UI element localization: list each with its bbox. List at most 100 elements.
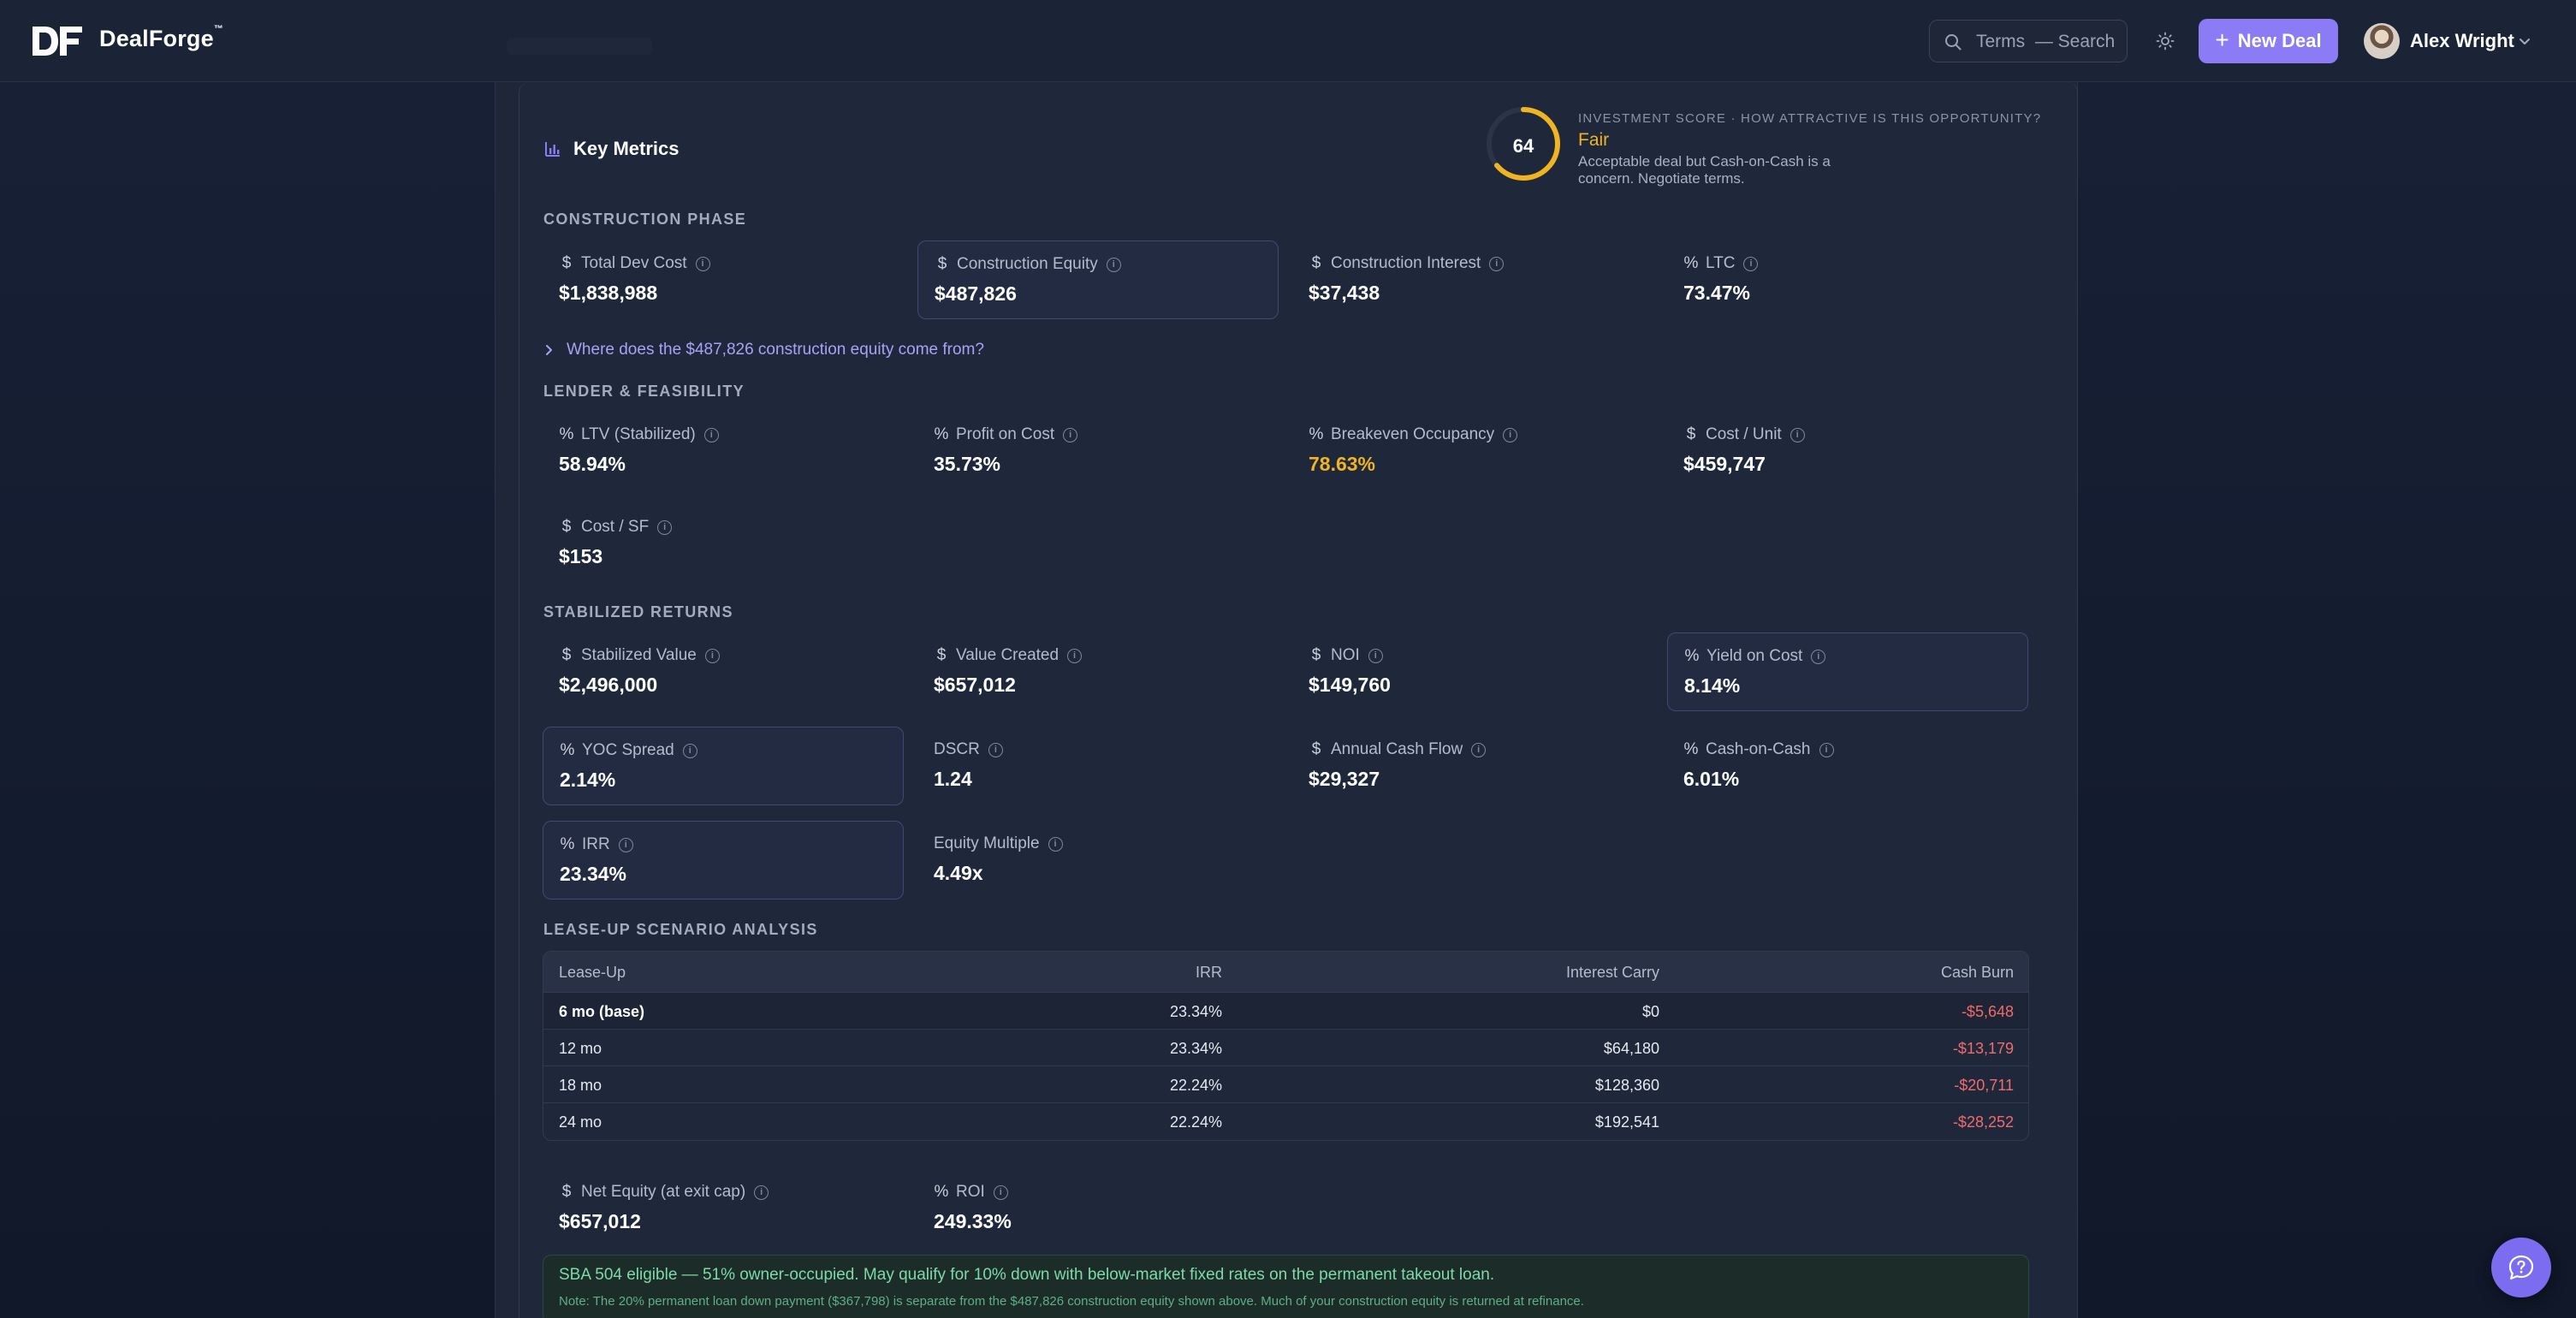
percent-icon: % [1683,740,1699,758]
dollar-icon: $ [1311,740,1321,758]
metric-label: ROI [956,1183,985,1201]
table-header-row: Lease-Up IRR Interest Carry Cash Burn [543,952,2028,992]
chevron-down-icon[interactable] [2516,33,2533,50]
info-icon[interactable]: i [1790,427,1805,442]
metric-construction-equity: $ Construction Equity i $487,826 [917,240,1279,319]
cell-irr: 22.24% [1169,1077,1222,1094]
plus-icon: + [2215,26,2229,53]
percent-icon: % [1684,647,1700,665]
info-icon[interactable]: i [993,1184,1008,1200]
metric-value: 58.94% [559,453,626,475]
cell-lease-up: 24 mo [559,1113,602,1131]
metric-construction-interest: $ Construction Interest i $37,438 [1292,240,1653,319]
dollar-icon: $ [1311,254,1321,272]
sba-eligibility-notice: SBA 504 eligible — 51% owner-occupied. M… [543,1255,2029,1318]
info-icon[interactable]: i [1819,742,1834,757]
info-icon[interactable]: i [1503,427,1518,442]
info-icon[interactable]: i [1106,257,1121,272]
cell-cash-burn: -$20,711 [1954,1077,2014,1094]
info-icon[interactable]: i [1811,649,1826,664]
info-icon[interactable]: i [682,743,697,758]
info-icon[interactable]: i [1048,836,1063,852]
user-avatar[interactable] [2364,23,2400,59]
info-icon[interactable]: i [988,742,1003,757]
bar-chart-icon [545,142,560,157]
percent-icon: % [559,425,574,443]
metric-breakeven-occupancy: % Breakeven Occupancy i 78.63% [1292,412,1653,490]
info-icon[interactable]: i [704,648,720,663]
metric-label: Stabilized Value [581,646,697,664]
metric-value: $153 [559,545,603,567]
metric-label: LTV (Stabilized) [581,425,696,443]
metric-label: Net Equity (at exit cap) [581,1183,746,1201]
search-button[interactable]: Terms — Search [1929,20,2128,62]
column-header-lease-up: Lease-Up [559,964,626,981]
metric-value: $459,747 [1683,453,1766,475]
construction-phase-label: CONSTRUCTION PHASE [543,211,747,228]
lender-feasibility-label: LENDER & FEASIBILITY [543,383,745,400]
info-icon[interactable]: i [754,1184,769,1200]
metric-total-dev-cost: $ Total Dev Cost i $1,838,988 [543,240,904,319]
metric-value: $657,012 [934,674,1016,696]
info-icon[interactable]: i [1743,256,1759,271]
metric-label: IRR [582,835,610,853]
right-backdrop [2076,82,2576,1318]
info-icon[interactable]: i [657,519,673,535]
trademark: ™ [213,24,224,34]
percent-icon: % [1309,425,1324,443]
info-icon[interactable]: i [618,837,633,852]
metric-value: $487,826 [935,282,1017,305]
metric-equity-multiple: Equity Multiple i 4.49x [917,821,1279,899]
cell-irr: 22.24% [1169,1113,1222,1131]
info-icon[interactable]: i [1471,742,1487,757]
metric-yoc-spread: % YOC Spread i 2.14% [543,727,904,805]
metric-label: Construction Interest [1331,254,1481,272]
info-icon[interactable]: i [1489,256,1505,271]
theme-toggle-button[interactable] [2148,24,2182,58]
metric-ltc: % LTC i 73.47% [1667,240,2028,319]
sba-note-text: Note: The 20% permanent loan down paymen… [559,1294,1584,1309]
info-icon[interactable]: i [1063,427,1078,442]
metric-value: 73.47% [1683,282,1751,304]
metric-roi: % ROI i 249.33% [917,1169,1279,1248]
info-icon[interactable]: i [695,256,710,271]
help-button[interactable] [2491,1238,2551,1297]
metric-cost-per-unit: $ Cost / Unit i $459,747 [1667,412,2028,490]
user-name[interactable]: Alex Wright [2410,30,2514,51]
dollar-icon: $ [561,254,572,272]
metric-label: Cash-on-Cash [1706,740,1811,758]
metric-value: 6.01% [1683,768,1740,790]
metric-yield-on-cost: % Yield on Cost i 8.14% [1667,632,2028,711]
dollar-icon: $ [561,646,572,664]
stabilized-returns-label: STABILIZED RETURNS [543,603,733,620]
metric-value: $29,327 [1309,768,1380,790]
new-deal-label: New Deal [2237,30,2322,51]
info-icon[interactable]: i [1067,648,1083,663]
metric-label: DSCR [934,740,980,758]
percent-icon: % [560,741,575,759]
left-backdrop [0,82,495,1318]
dollar-icon: $ [937,255,947,273]
help-chat-icon [2508,1255,2534,1280]
app-name[interactable]: DealForge™ [99,24,224,52]
dollar-icon: $ [1311,646,1321,664]
construction-equity-disclosure[interactable]: Where does the $487,826 construction equ… [544,341,984,359]
metric-net-equity: $ Net Equity (at exit cap) i $657,012 [543,1169,904,1248]
metric-label: Annual Cash Flow [1331,740,1463,758]
cell-interest-carry: $64,180 [1603,1040,1659,1057]
table-row: 18 mo 22.24% $128,360 -$20,711 [543,1066,2028,1102]
search-label: Terms — Search [1976,32,2116,51]
cell-interest-carry: $128,360 [1594,1077,1659,1094]
dealforge-logo-icon[interactable] [31,24,84,58]
metric-label: YOC Spread [582,741,674,759]
new-deal-button[interactable]: + New Deal [2199,19,2338,63]
metric-irr: % IRR i 23.34% [543,821,904,899]
investment-score-label: INVESTMENT SCORE · HOW ATTRACTIVE IS THI… [1578,111,2042,126]
dollar-icon: $ [561,518,572,536]
info-icon[interactable]: i [703,427,719,442]
sba-main-text: SBA 504 eligible — 51% owner-occupied. M… [559,1266,1495,1284]
metric-value: $149,760 [1309,674,1391,696]
column-header-interest-carry: Interest Carry [1565,964,1659,981]
app-name-text: DealForge [99,26,214,51]
info-icon[interactable]: i [1368,648,1383,663]
